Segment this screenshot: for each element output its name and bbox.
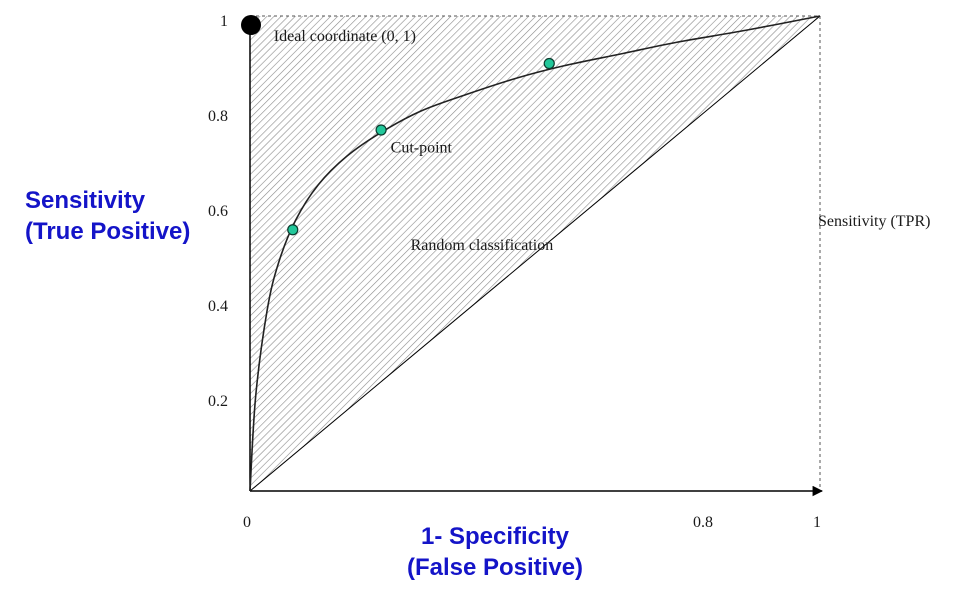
chart-annotation: Random classification bbox=[411, 237, 554, 254]
y-tick-label: 0.2 bbox=[208, 393, 228, 410]
cut-point-marker bbox=[375, 124, 387, 136]
x-tick-label: 0 bbox=[243, 514, 251, 531]
x-tick-labels: 0 0.8 1 bbox=[243, 514, 821, 531]
y-tick-label: 0.6 bbox=[208, 203, 228, 220]
x-tick-label: 1 bbox=[813, 514, 821, 531]
x-tick-label: 0.8 bbox=[693, 514, 713, 531]
y-axis-title-line-1: Sensitivity bbox=[25, 187, 146, 214]
cut-point-marker bbox=[287, 224, 299, 236]
y-tick-label: 1 bbox=[220, 13, 228, 30]
x-axis-title-line-1: 1- Specificity bbox=[420, 523, 570, 550]
random-classification-diagonal bbox=[249, 15, 821, 492]
ideal-point-marker bbox=[241, 15, 261, 35]
roc-curve-line bbox=[249, 15, 821, 492]
chart-annotation: Cut-point bbox=[391, 140, 453, 157]
y-axis-title: Sensitivity (True Positive) bbox=[25, 185, 190, 247]
right-axis-label: Sensitivity (TPR) bbox=[818, 213, 930, 230]
x-axis-title: 1- Specificity (False Positive) bbox=[380, 521, 610, 583]
y-tick-labels: 0.2 0.4 0.6 0.8 1 bbox=[208, 13, 228, 410]
chart-annotations: Ideal coordinate (0, 1) Cut-point Random c… bbox=[274, 28, 553, 254]
cut-point-markers bbox=[287, 57, 555, 236]
y-tick-label: 0.4 bbox=[208, 298, 228, 315]
x-axis-title-line-2: (False Positive) bbox=[406, 554, 584, 581]
chart-annotation: Ideal coordinate (0, 1) bbox=[274, 28, 416, 45]
y-axis-title-line-2: (True Positive) bbox=[25, 218, 191, 245]
y-tick-label: 0.8 bbox=[208, 108, 228, 125]
cut-point-marker bbox=[543, 57, 555, 70]
